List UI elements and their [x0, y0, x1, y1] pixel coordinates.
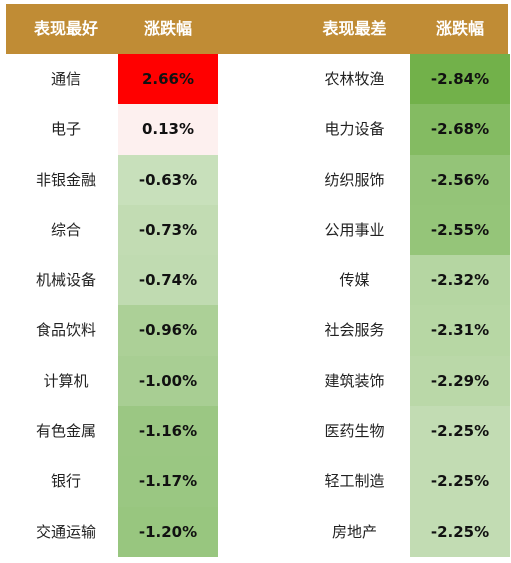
worst-change-value: -2.25%: [410, 406, 510, 457]
best-industry-name: 计算机: [43, 371, 89, 390]
best-industry-name: 有色金属: [35, 422, 96, 441]
table-row: 电子 0.13% 电力设备 -2.68%: [6, 104, 510, 155]
performance-table: 通信 2.66% 农林牧渔 -2.84% 电子 0.13% 电力设备 -2.68% 非银金融 -0…: [6, 54, 510, 557]
worst-industry-name: 纺织服饰: [324, 170, 385, 189]
best-industry-name: 银行: [50, 472, 81, 491]
worst-change-value: -2.32%: [410, 255, 510, 306]
worst-change-value: -2.25%: [410, 506, 510, 557]
worst-industry-name: 传媒: [339, 271, 370, 290]
best-change-value: -0.96%: [118, 305, 218, 356]
worst-industry-name: 医药生物: [324, 422, 385, 441]
best-change-value: -0.74%: [118, 255, 218, 306]
worst-change-value: -2.84%: [410, 54, 510, 105]
worst-change-value: -2.55%: [410, 204, 510, 256]
best-change-value: 2.66%: [118, 54, 218, 105]
best-industry-name: 食品饮料: [35, 321, 96, 340]
worst-industry-name: 房地产: [331, 522, 377, 541]
table-row: 计算机 -1.00% 建筑装饰 -2.29%: [6, 355, 510, 407]
best-industry-name: 通信: [50, 70, 81, 88]
best-industry-name: 电子: [50, 120, 81, 139]
table-row: 有色金属 -1.16% 医药生物 -2.25%: [6, 406, 510, 457]
best-change-value: -0.73%: [118, 204, 218, 256]
best-change-value: -1.00%: [118, 355, 218, 407]
table-row: 综合 -0.73% 公用事业 -2.55%: [6, 204, 510, 256]
best-industry-name: 综合: [50, 220, 81, 239]
table-row: 通信 2.66% 农林牧渔 -2.84%: [6, 54, 510, 105]
best-change-value: -0.63%: [118, 154, 218, 205]
worst-industry-name: 轻工制造: [324, 472, 385, 491]
best-industry-name: 机械设备: [35, 271, 96, 290]
worst-change-value: -2.29%: [410, 355, 510, 407]
change-header-right: 涨跌幅: [435, 19, 484, 38]
worst-change-value: -2.68%: [410, 104, 510, 155]
worst-industry-name: 农林牧渔: [324, 70, 385, 88]
best-industry-name: 交通运输: [35, 522, 96, 541]
worst-industry-name: 公用事业: [324, 220, 385, 239]
table-row: 非银金融 -0.63% 纺织服饰 -2.56%: [6, 154, 510, 205]
best-change-value: -1.20%: [118, 506, 218, 557]
worst-change-value: -2.56%: [410, 154, 510, 205]
table-row: 食品饮料 -0.96% 社会服务 -2.31%: [6, 305, 510, 356]
best-change-value: -1.17%: [118, 456, 218, 507]
table-row: 机械设备 -0.74% 传媒 -2.32%: [6, 255, 510, 306]
worst-performers-header: 表现最差: [322, 19, 387, 38]
best-change-value: -1.16%: [118, 406, 218, 457]
worst-change-value: -2.25%: [410, 456, 510, 507]
best-industry-name: 非银金融: [35, 170, 96, 189]
best-performers-header: 表现最好: [33, 19, 98, 38]
change-header-left: 涨跌幅: [143, 19, 192, 38]
worst-industry-name: 电力设备: [324, 120, 385, 139]
table-row: 银行 -1.17% 轻工制造 -2.25%: [6, 456, 510, 507]
table-row: 交通运输 -1.20% 房地产 -2.25%: [6, 506, 510, 557]
worst-industry-name: 社会服务: [324, 321, 385, 340]
best-change-value: 0.13%: [118, 104, 218, 155]
table-header: 表现最好 涨跌幅 表现最差 涨跌幅: [6, 4, 508, 54]
worst-change-value: -2.31%: [410, 305, 510, 356]
worst-industry-name: 建筑装饰: [324, 371, 385, 390]
